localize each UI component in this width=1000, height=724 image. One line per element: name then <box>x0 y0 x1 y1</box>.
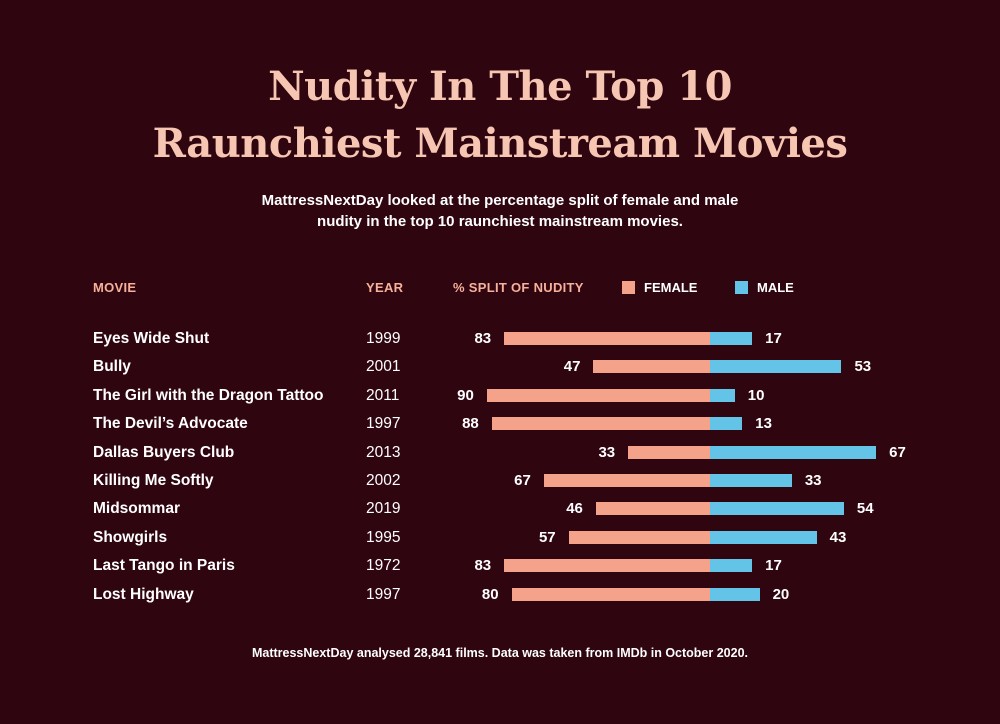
year-label: 2019 <box>366 500 401 518</box>
female-bar <box>511 587 710 601</box>
male-value-label: 10 <box>747 386 765 404</box>
male-value-label: 17 <box>765 330 782 347</box>
year-label: 1999 <box>366 330 401 347</box>
chart-subtitle-line-2: nudity in the top 10 raunchiest mainstre… <box>317 213 683 230</box>
male-bar <box>710 360 842 374</box>
female-bar <box>491 417 710 431</box>
movie-label: Midsommar <box>93 500 180 518</box>
movie-label: Eyes Wide Shut <box>93 330 210 347</box>
male-value-label: 20 <box>772 585 790 603</box>
female-value-label: 46 <box>566 500 583 518</box>
column-header-split: % SPLIT OF NUDITY <box>453 280 584 295</box>
movie-label: Dallas Buyers Club <box>93 443 235 461</box>
female-bar <box>628 445 710 459</box>
male-value-label: 43 <box>829 528 847 546</box>
year-label: 1972 <box>366 557 401 575</box>
female-value-label: 80 <box>481 585 499 603</box>
year-label: 1997 <box>366 415 401 433</box>
movie-label: Killing Me Softly <box>93 472 214 489</box>
female-value-label: 90 <box>457 386 474 404</box>
legend-male-label: MALE <box>757 280 794 295</box>
female-bar <box>504 559 710 573</box>
female-bar <box>595 502 710 516</box>
male-bar <box>710 332 753 345</box>
female-value-label: 83 <box>474 557 492 575</box>
chart-subtitle-line-1: MattressNextDay looked at the percentage… <box>261 192 739 209</box>
column-header-movie: MOVIE <box>93 280 137 295</box>
chart-title-line-1: Nudity In The Top 10 <box>268 63 732 110</box>
table-row: Killing Me Softly 2002 67 33 <box>0 469 1000 493</box>
female-value-label: 57 <box>538 528 556 546</box>
table-row: Bully 2001 47 53 <box>0 355 1000 379</box>
male-bar <box>710 502 844 516</box>
legend-male: MALE <box>735 280 794 295</box>
legend-female-label: FEMALE <box>644 280 698 295</box>
table-row: The Devil’s Advocate 1997 88 13 <box>0 412 1000 436</box>
movie-label: The Devil’s Advocate <box>93 415 248 433</box>
male-value-label: 53 <box>854 358 872 376</box>
male-value-label: 54 <box>856 500 874 518</box>
year-label: 2011 <box>366 386 400 404</box>
legend-female-swatch <box>622 281 635 294</box>
table-row: Last Tango in Paris 1972 83 17 <box>0 554 1000 578</box>
male-bar <box>710 474 792 487</box>
chart-footer-note: MattressNextDay analysed 28,841 films. D… <box>251 646 749 660</box>
movie-label: Last Tango in Paris <box>93 557 235 575</box>
male-bar <box>710 530 817 544</box>
movie-label: Bully <box>93 358 131 376</box>
female-value-label: 33 <box>598 443 616 461</box>
male-value-label: 67 <box>889 443 906 461</box>
table-row: The Girl with the Dragon Tattoo 2011 90 10 <box>0 384 1000 408</box>
female-bar <box>593 360 710 374</box>
female-bar <box>486 388 710 402</box>
female-bar <box>504 332 710 345</box>
table-row: Showgirls 1995 57 43 <box>0 526 1000 550</box>
female-value-label: 83 <box>474 330 492 347</box>
chart-title-line-2: Raunchiest Mainstream Movies <box>152 120 848 167</box>
male-value-label: 33 <box>804 472 822 489</box>
female-bar <box>543 474 710 487</box>
year-label: 2013 <box>366 443 401 461</box>
male-bar <box>710 559 753 573</box>
legend-male-swatch <box>735 281 748 294</box>
table-row: Lost Highway 1997 80 20 <box>0 583 1000 607</box>
year-label: 2002 <box>366 472 401 489</box>
movie-label: The Girl with the Dragon Tattoo <box>93 386 324 404</box>
female-value-label: 67 <box>514 472 531 489</box>
table-row: Midsommar 2019 46 54 <box>0 497 1000 521</box>
table-row: Dallas Buyers Club 2013 33 67 <box>0 441 1000 465</box>
female-bar <box>568 530 710 544</box>
table-row: Eyes Wide Shut 1999 83 17 <box>0 327 1000 351</box>
male-bar <box>710 417 743 431</box>
male-bar <box>710 587 760 601</box>
year-label: 2001 <box>366 358 401 376</box>
chart-title: Nudity In The Top 10 Raunchiest Mainstre… <box>0 58 1000 172</box>
year-label: 1995 <box>366 528 401 546</box>
chart-subtitle: MattressNextDay looked at the percentage… <box>0 190 1000 232</box>
legend-female: FEMALE <box>622 280 697 295</box>
female-value-label: 47 <box>563 358 581 376</box>
female-value-label: 88 <box>462 415 479 433</box>
movie-label: Lost Highway <box>93 585 194 603</box>
male-value-label: 17 <box>765 557 782 575</box>
year-label: 1997 <box>366 585 401 603</box>
column-header-year: YEAR <box>366 280 404 295</box>
male-bar <box>710 388 735 402</box>
male-value-label: 13 <box>755 415 772 433</box>
movie-label: Showgirls <box>93 528 168 546</box>
male-bar <box>710 445 877 459</box>
